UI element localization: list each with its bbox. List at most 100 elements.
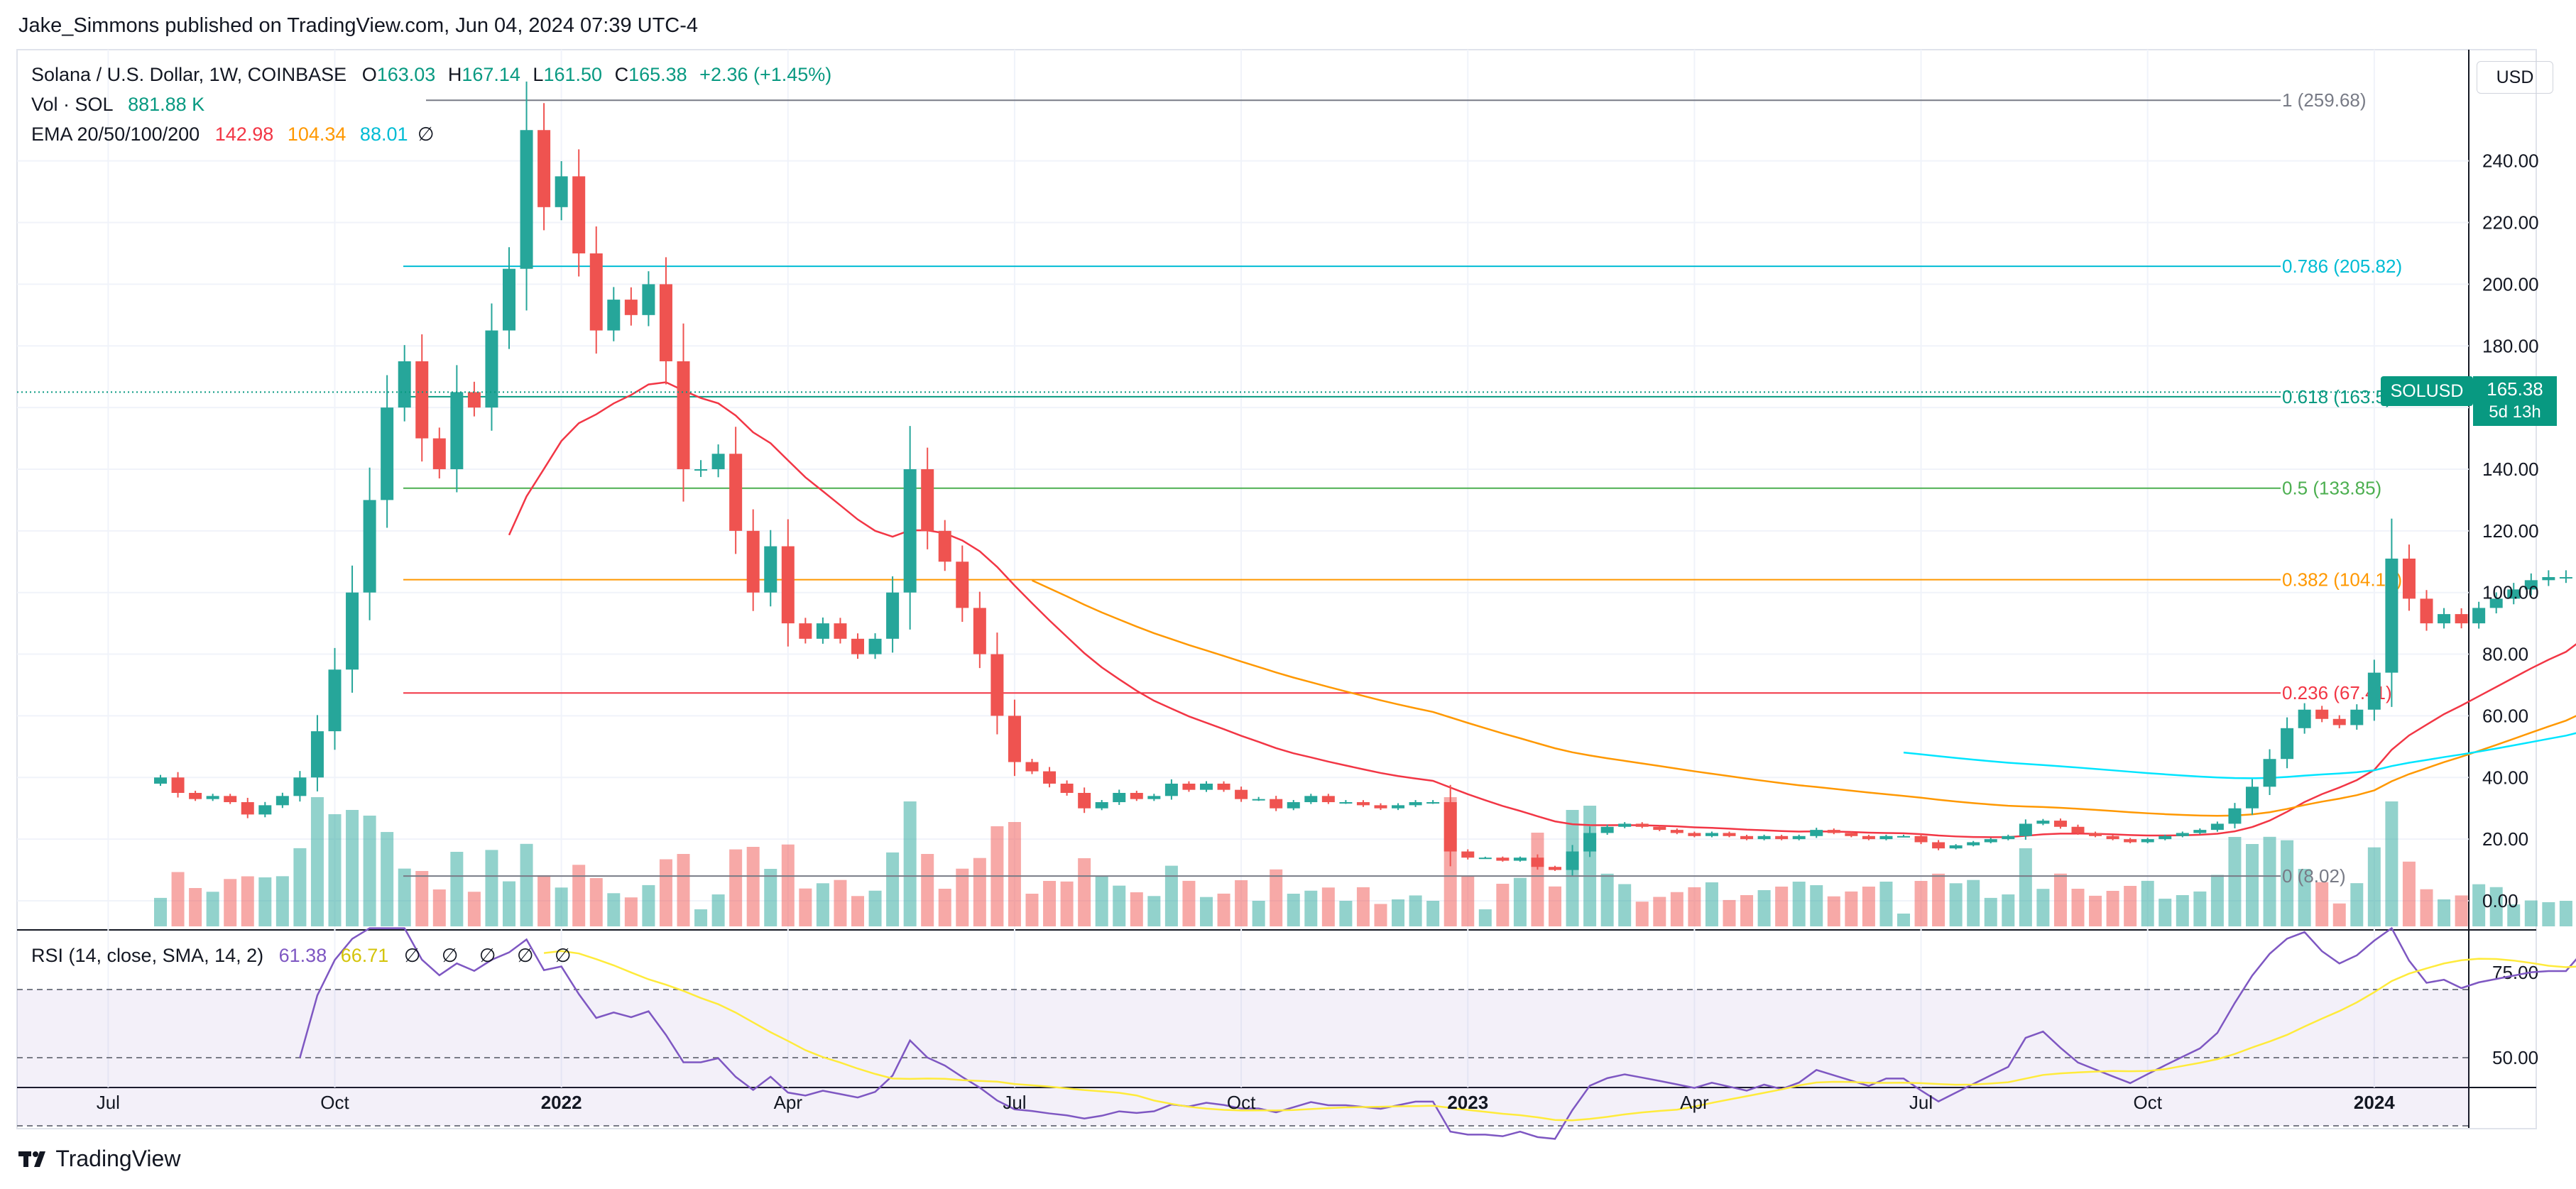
ema-label[interactable]: EMA 20/50/100/200 [31,124,200,145]
time-tick-label: Apr [1680,1092,1709,1113]
currency-button[interactable]: USD [2477,61,2553,94]
volume-bar [1914,881,1928,926]
ema100-line [1903,732,2576,779]
volume-bar [2315,882,2329,926]
volume-bar [781,844,795,926]
candle-body [346,592,359,670]
time-tick-label: 2022 [541,1092,582,1113]
candle-body [973,608,986,654]
fibonacci-levels[interactable]: 1 (259.68) 0.786 (205.82) 0.618 (163.5) 0.5… [403,89,2402,887]
candle-body [2159,835,2172,840]
candle-body [2263,759,2276,787]
symbol-name[interactable]: Solana / U.S. Dollar, 1W, COINBASE [31,64,347,85]
volume-value: 881.88 K [128,94,205,115]
volume-bar [2507,904,2521,926]
candle-body [1723,833,1736,836]
candlesticks[interactable] [17,81,2576,876]
volume-bar [258,877,272,926]
volume-bar [1409,895,1422,926]
rsi-line [299,926,2576,1140]
bar-countdown: 5d 13h [2489,402,2541,422]
candle-body [293,777,307,796]
candle-body [1426,802,1440,804]
volume-bar [2438,899,2451,926]
volume-bar [2385,801,2398,926]
candle-body [956,561,969,608]
candle-body [1600,826,1614,833]
volume-bar [2367,847,2381,926]
volume-bar [1043,881,1057,926]
volume-bar [2036,889,2050,926]
volume-bar [1060,881,1074,926]
volume-bar [1182,880,1196,926]
price-axis[interactable]: 240.00220.00200.00180.00160.00140.00120.… [2482,150,2539,911]
volume-bar [1600,873,1614,926]
time-tick-label: Jul [97,1092,120,1113]
candle-body [1670,830,1683,833]
volume-bar [921,854,934,926]
volume-bar [2071,889,2085,926]
volume-bar [1374,904,1387,926]
candle-body [415,361,429,439]
candle-body [1688,833,1701,836]
volume-bar [2559,901,2572,926]
volume-bar [589,878,603,926]
candle-body [1740,835,1754,840]
volume-bar [1549,886,1561,926]
price-tick-label: 140.00 [2482,459,2539,480]
tradingview-logo[interactable]: TradingView [18,1146,180,1172]
candle-body [990,654,1004,716]
volume-bar [1130,892,1143,926]
time-axis[interactable]: JulOct2022AprJulOct2023AprJulOct2024AprJ… [97,1092,2576,1113]
candle-body [2246,787,2259,809]
candle-body [310,731,324,778]
candle-body [694,469,708,471]
volume-bar [1113,885,1126,926]
volume-bar [886,852,900,926]
volume-bar [799,888,812,926]
tradingview-logo-icon [18,1150,50,1168]
candle-body [1478,857,1492,860]
candle-body [2106,835,2119,840]
volume-label[interactable]: Vol · SOL [31,94,113,115]
volume-bar [1670,892,1683,926]
volume-bar [1252,901,1265,926]
volume-bar [1897,914,1910,926]
rsi-label[interactable]: RSI (14, close, SMA, 14, 2) [31,945,264,966]
candle-body [1531,857,1544,867]
volume-bar [2176,895,2189,926]
candle-body [2002,835,2015,840]
candle-body [2524,580,2538,590]
candle-body [799,623,812,639]
candle-body [711,454,725,469]
open-value: 163.03 [376,64,436,85]
na-icon: ∅ [441,945,459,966]
candle-body [154,777,167,784]
time-tick-label: Oct [1227,1092,1256,1113]
candle-body [2036,821,2050,824]
rsi-ma-value: 66.71 [340,945,389,966]
volume-bar [467,892,481,926]
candle-body [903,469,917,593]
candle-body [2420,598,2433,624]
volume-bar [659,859,672,926]
volume-bar [2332,903,2346,926]
volume-bar [1025,894,1039,926]
candle-body [2367,672,2381,710]
candle-body [746,530,760,593]
candle-body [1775,835,1789,840]
volume-bar [537,875,551,926]
volume-bar [677,854,690,926]
volume-bar [1321,887,1335,926]
volume-bar [2089,895,2102,926]
volume-bar [1147,896,1161,926]
ema-lines [508,381,2576,838]
volume-bar [171,872,185,926]
volume-bar [1845,891,1858,926]
volume-bar [1949,883,1963,926]
volume-bar [450,852,464,926]
price-tick-label: 100.00 [2482,582,2539,603]
candle-body [1409,802,1422,806]
